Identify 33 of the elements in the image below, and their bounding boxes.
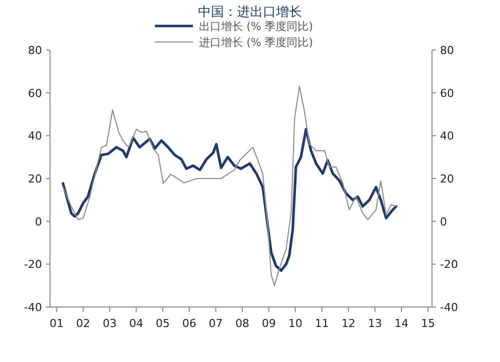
y-tick-label: 0 [35,215,42,228]
y-tick-label: -40 [24,301,42,314]
x-tick-label: 07 [208,317,223,330]
x-tick-label: 03 [102,317,117,330]
x-tick-label: 15 [421,317,436,330]
y2-tick-label: -20 [440,258,458,272]
x-tick-label: 09 [262,317,276,330]
y2-tick-label: 20 [440,172,454,186]
y-tick-label: 80 [28,44,42,57]
x-tick-label: 10 [288,317,302,330]
y-tick-label: 60 [28,86,42,100]
y2-tick-label: 80 [440,44,454,57]
y-tick-label: 20 [28,172,42,186]
x-tick-label: 01 [50,317,64,330]
x-tick-label: 14 [394,317,408,330]
chart-title: 中国：进出口增长 [198,5,302,20]
y-tick-label: 40 [28,130,42,143]
x-tick-label: 06 [182,317,196,330]
y2-tick-label: 0 [440,215,447,228]
line-series [62,86,397,286]
y-tick-label: -20 [24,258,42,272]
y2-tick-label: 40 [440,130,454,143]
legend-label: 出口增长 (% 季度同比) [199,20,314,33]
legend-label: 进口增长 (% 季度同比) [199,36,314,49]
x-tick-label: 02 [76,317,90,330]
x-tick-label: 11 [314,317,329,330]
x-tick-label: 08 [235,317,250,330]
y2-tick-label: 60 [440,86,454,100]
x-tick-label: 13 [368,317,382,330]
x-tick-label: 05 [156,317,170,330]
y2-tick-label: -40 [440,301,458,314]
x-tick-label: 04 [129,317,144,330]
x-tick-label: 12 [341,317,356,330]
